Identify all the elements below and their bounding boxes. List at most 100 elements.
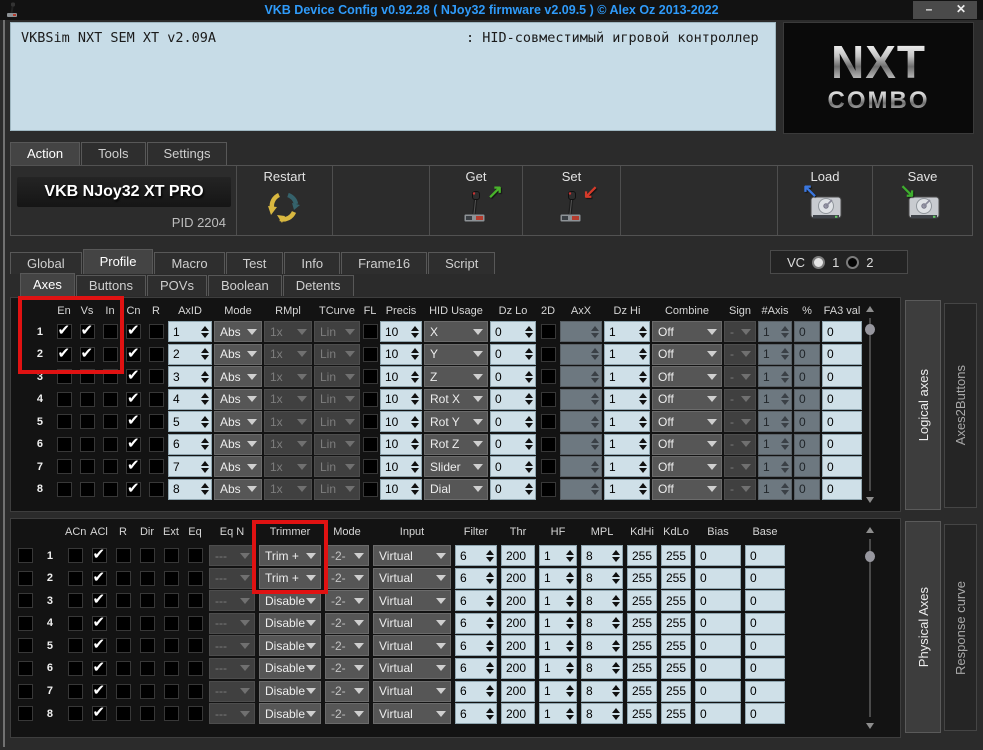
- ext-checkbox[interactable]: [163, 548, 179, 563]
- vs-checkbox[interactable]: [79, 369, 95, 384]
- precis-spinner[interactable]: 10: [380, 456, 422, 477]
- spinner-arrows-icon[interactable]: [566, 636, 574, 655]
- spinner-arrows-icon[interactable]: [612, 546, 620, 565]
- spinner-arrows-icon[interactable]: [612, 682, 620, 701]
- spinner-arrows-icon[interactable]: [201, 390, 209, 409]
- fl-checkbox[interactable]: [362, 391, 378, 407]
- ext-checkbox[interactable]: [163, 683, 179, 699]
- acn-checkbox[interactable]: [67, 615, 83, 631]
- combine-dropdown[interactable]: Off: [652, 321, 722, 342]
- hf-spinner[interactable]: 1: [539, 635, 577, 657]
- filter-spinner[interactable]: 6: [455, 612, 497, 634]
- input-dropdown[interactable]: Virtual: [373, 703, 451, 725]
- 2d-checkbox[interactable]: [540, 481, 556, 497]
- mpl-spinner[interactable]: 8: [581, 590, 623, 612]
- spinner-arrows-icon[interactable]: [612, 636, 620, 655]
- select-checkbox[interactable]: [17, 593, 33, 609]
- r-checkbox[interactable]: [115, 570, 131, 586]
- spinner-arrows-icon[interactable]: [411, 390, 419, 409]
- mode-dropdown[interactable]: Abs: [214, 366, 262, 387]
- combine-dropdown[interactable]: Off: [652, 478, 722, 500]
- mode-dropdown[interactable]: -2-: [325, 680, 369, 702]
- dz-lo-spinner[interactable]: 0: [490, 478, 536, 500]
- bias-field[interactable]: 0: [695, 545, 741, 566]
- kdlo-field[interactable]: 255: [661, 635, 691, 657]
- kdhi-field[interactable]: 255: [627, 612, 657, 634]
- 2d-checkbox[interactable]: [540, 369, 556, 384]
- vs-checkbox[interactable]: [79, 414, 95, 429]
- thr-field[interactable]: 200: [501, 703, 535, 725]
- in-checkbox[interactable]: [102, 346, 118, 362]
- in-checkbox[interactable]: [102, 414, 118, 429]
- tab-buttons[interactable]: Buttons: [75, 275, 146, 296]
- precis-spinner[interactable]: 10: [380, 366, 422, 387]
- r-checkbox[interactable]: [148, 481, 164, 497]
- en-checkbox[interactable]: [56, 369, 72, 384]
- mode-dropdown[interactable]: Abs: [214, 433, 262, 455]
- en-checkbox[interactable]: [56, 459, 72, 474]
- mode-dropdown[interactable]: -2-: [325, 567, 369, 589]
- scrollbar-track[interactable]: [869, 539, 871, 717]
- scroll-up-icon[interactable]: [866, 306, 874, 312]
- fa3-val-field[interactable]: 0: [822, 411, 862, 432]
- tab-test[interactable]: Test: [225, 252, 284, 274]
- vs-checkbox[interactable]: [79, 321, 95, 339]
- filter-spinner[interactable]: 6: [455, 590, 497, 612]
- kdlo-field[interactable]: 255: [661, 567, 691, 589]
- kdhi-field[interactable]: 255: [627, 703, 657, 725]
- spinner-arrows-icon[interactable]: [411, 367, 419, 386]
- get-button[interactable]: Get ↗: [430, 166, 523, 235]
- dir-checkbox[interactable]: [139, 638, 155, 654]
- ext-checkbox[interactable]: [163, 706, 179, 722]
- 2d-checkbox[interactable]: [540, 459, 556, 474]
- combine-dropdown[interactable]: Off: [652, 411, 722, 432]
- vs-checkbox[interactable]: [79, 436, 95, 452]
- kdhi-field[interactable]: 255: [627, 545, 657, 566]
- precis-spinner[interactable]: 10: [380, 433, 422, 455]
- trimmer-dropdown[interactable]: Disable: [259, 703, 321, 725]
- spinner-arrows-icon[interactable]: [566, 614, 574, 633]
- dz-lo-spinner[interactable]: 0: [490, 411, 536, 432]
- tab-global[interactable]: Global: [10, 252, 82, 274]
- bias-field[interactable]: 0: [695, 680, 741, 702]
- trimmer-dropdown[interactable]: Disable: [259, 635, 321, 657]
- r-checkbox[interactable]: [148, 369, 164, 384]
- dz-hi-spinner[interactable]: 1: [604, 343, 650, 365]
- mode-dropdown[interactable]: Abs: [214, 456, 262, 477]
- select-checkbox[interactable]: [17, 683, 33, 699]
- spinner-arrows-icon[interactable]: [566, 682, 574, 701]
- spinner-arrows-icon[interactable]: [486, 659, 494, 678]
- acl-checkbox[interactable]: [91, 658, 107, 676]
- thr-field[interactable]: 200: [501, 567, 535, 589]
- dz-hi-spinner[interactable]: 1: [604, 388, 650, 410]
- r-checkbox[interactable]: [148, 324, 164, 339]
- ext-checkbox[interactable]: [163, 615, 179, 631]
- r-checkbox[interactable]: [115, 706, 131, 722]
- kdlo-field[interactable]: 255: [661, 703, 691, 725]
- dir-checkbox[interactable]: [139, 660, 155, 676]
- physical-scrollbar[interactable]: [863, 527, 877, 729]
- 2d-checkbox[interactable]: [540, 414, 556, 429]
- acl-checkbox[interactable]: [91, 635, 107, 654]
- cn-checkbox[interactable]: [126, 479, 141, 497]
- side-tab-physical-axes[interactable]: Physical Axes: [905, 521, 941, 733]
- scrollbar-track[interactable]: [869, 318, 871, 491]
- fl-checkbox[interactable]: [362, 346, 378, 362]
- hf-spinner[interactable]: 1: [539, 567, 577, 589]
- trimmer-dropdown[interactable]: Disable: [259, 680, 321, 702]
- ext-checkbox[interactable]: [163, 638, 179, 654]
- base-field[interactable]: 0: [745, 590, 785, 612]
- spinner-arrows-icon[interactable]: [566, 659, 574, 678]
- combine-dropdown[interactable]: Off: [652, 456, 722, 477]
- tab-detents[interactable]: Detents: [282, 275, 354, 296]
- axid-spinner[interactable]: 6: [168, 433, 212, 455]
- spinner-arrows-icon[interactable]: [525, 345, 533, 364]
- bias-field[interactable]: 0: [695, 590, 741, 612]
- spinner-arrows-icon[interactable]: [486, 591, 494, 610]
- precis-spinner[interactable]: 10: [380, 478, 422, 500]
- en-checkbox[interactable]: [56, 391, 72, 407]
- tab-macro[interactable]: Macro: [154, 252, 225, 274]
- spinner-arrows-icon[interactable]: [566, 704, 574, 723]
- spinner-arrows-icon[interactable]: [525, 367, 533, 386]
- spinner-arrows-icon[interactable]: [201, 345, 209, 364]
